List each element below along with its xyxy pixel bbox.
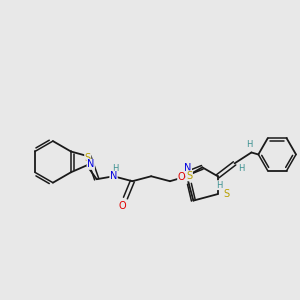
Text: N: N [87, 159, 94, 170]
Text: O: O [118, 201, 126, 211]
Text: H: H [112, 164, 119, 173]
Text: S: S [224, 189, 230, 199]
Text: H: H [238, 164, 245, 173]
Text: O: O [178, 172, 185, 182]
Text: S: S [85, 153, 91, 164]
Text: N: N [110, 171, 117, 181]
Text: N: N [184, 163, 191, 173]
Text: S: S [186, 171, 193, 181]
Text: H: H [246, 140, 253, 149]
Text: H: H [217, 181, 223, 190]
